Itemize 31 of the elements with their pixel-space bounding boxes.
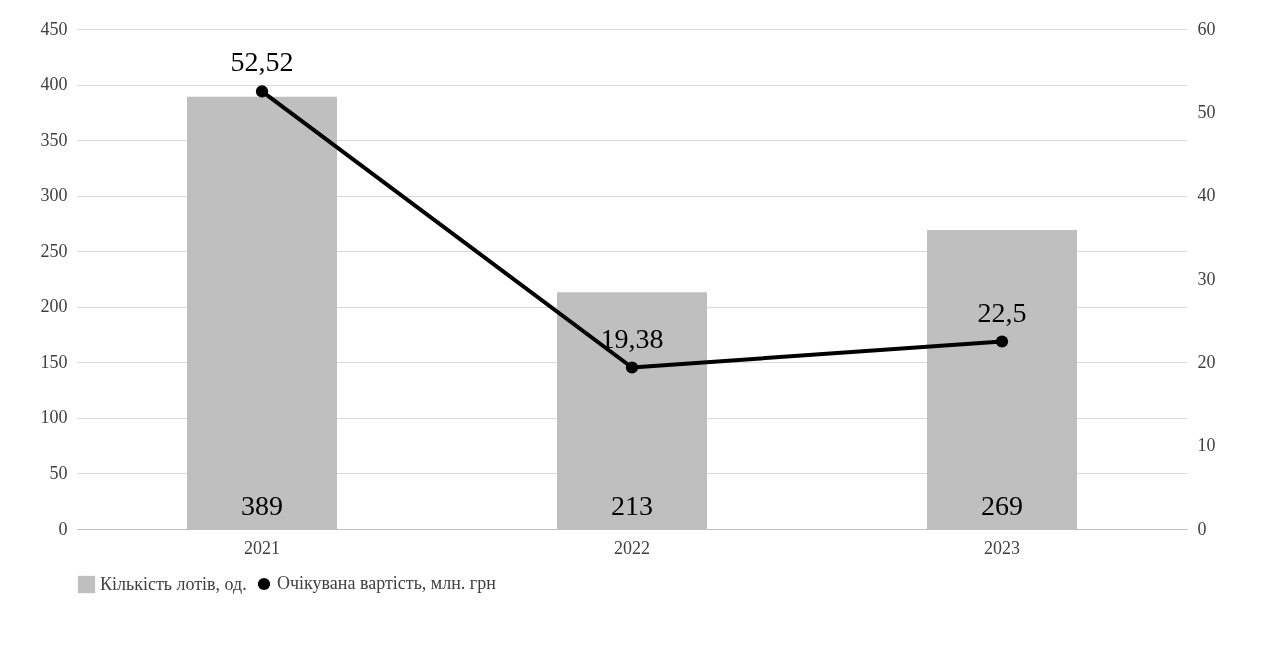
y-tick-label: 450: [40, 18, 68, 39]
legend-label: Очікувана вартість, млн. грн: [277, 573, 497, 593]
y-tick-label: 350: [40, 129, 68, 150]
y2-tick-label: 50: [1197, 101, 1216, 122]
x-tick-label: 2021: [244, 537, 280, 558]
y-tick-label: 300: [40, 185, 68, 206]
legend-label: Кількість лотів, од.: [100, 573, 247, 594]
y2-tick-label: 0: [1197, 518, 1207, 539]
data-label: 22,5: [977, 296, 1027, 328]
x-tick-label: 2022: [614, 537, 650, 558]
point: [255, 85, 269, 98]
data-label: 269: [981, 490, 1023, 521]
y-tick-label: 200: [40, 296, 68, 317]
y-tick-label: 50: [49, 462, 68, 483]
y-tick-label: 100: [40, 407, 68, 428]
x-tick-label: 2023: [984, 537, 1020, 558]
y2-tick-label: 40: [1197, 185, 1216, 206]
y-tick-label: 0: [58, 518, 68, 539]
y-tick-label: 250: [40, 240, 68, 261]
y2-tick-label: 30: [1197, 268, 1216, 289]
point: [995, 335, 1009, 348]
y2-tick-label: 60: [1197, 18, 1216, 39]
data-label: 213: [611, 490, 653, 521]
y-tick-label: 150: [40, 351, 68, 372]
point: [625, 361, 639, 374]
y2-tick-label: 10: [1197, 435, 1216, 456]
data-label: 389: [241, 490, 283, 521]
y-tick-label: 400: [40, 74, 68, 95]
data-label: 52,52: [230, 46, 294, 78]
data-label: 19,38: [600, 322, 664, 354]
y2-tick-label: 20: [1197, 351, 1216, 372]
